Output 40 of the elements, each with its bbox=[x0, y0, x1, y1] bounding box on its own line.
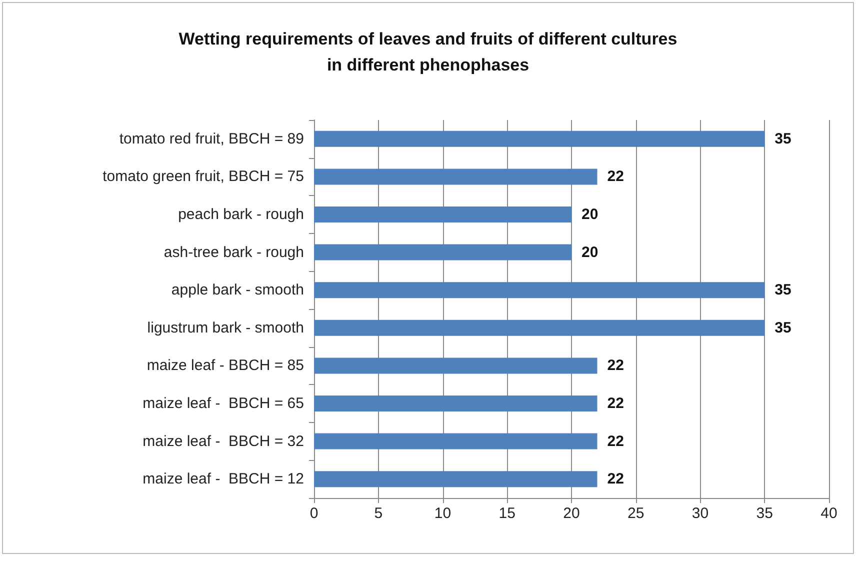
bar bbox=[314, 320, 765, 336]
y-tick-label: maize leaf - BBCH = 85 bbox=[146, 357, 304, 374]
bar bbox=[314, 168, 598, 185]
data-label: 22 bbox=[607, 395, 624, 412]
data-label: 20 bbox=[582, 206, 598, 223]
data-label: 35 bbox=[774, 282, 792, 299]
x-tick-label: 15 bbox=[498, 505, 516, 522]
x-tick-label: 30 bbox=[692, 505, 709, 522]
bar bbox=[314, 206, 572, 222]
x-tick-label: 0 bbox=[310, 505, 318, 522]
y-tick-label: maize leaf - BBCH = 12 bbox=[142, 470, 304, 488]
bar bbox=[314, 396, 598, 412]
y-tick-label: tomato green fruit, BBCH = 75 bbox=[102, 168, 304, 186]
y-tick-label: maize leaf - BBCH = 65 bbox=[142, 395, 304, 412]
data-label: 22 bbox=[607, 432, 624, 450]
data-label: 22 bbox=[607, 357, 624, 374]
y-tick-label: apple bark - smooth bbox=[171, 282, 304, 299]
bar bbox=[314, 244, 572, 260]
x-tick-label: 25 bbox=[628, 505, 644, 522]
x-tick-label: 40 bbox=[820, 505, 838, 522]
y-tick-label: peach bark - rough bbox=[178, 206, 304, 223]
data-label: 35 bbox=[774, 319, 792, 336]
bar bbox=[314, 130, 765, 147]
data-label: 20 bbox=[582, 244, 598, 261]
bar bbox=[314, 433, 598, 450]
chart-title: Wetting requirements of leaves and fruits of different cultures in different phenophases bbox=[178, 30, 678, 74]
y-tick-label: tomato red fruit, BBCH = 89 bbox=[119, 130, 304, 148]
bar bbox=[314, 282, 765, 298]
x-tick-label: 20 bbox=[563, 505, 580, 522]
y-tick-label: ligustrum bark - smooth bbox=[147, 319, 304, 336]
x-tick-label: 10 bbox=[434, 505, 452, 522]
x-tick-label: 5 bbox=[374, 505, 383, 522]
data-label: 22 bbox=[607, 168, 624, 186]
y-tick-label: ash-tree bark - rough bbox=[164, 244, 304, 261]
bar bbox=[314, 358, 598, 374]
bar bbox=[314, 471, 598, 488]
data-label: 22 bbox=[607, 470, 624, 488]
data-label: 35 bbox=[774, 130, 792, 148]
x-tick-label: 35 bbox=[756, 505, 773, 522]
y-tick-label: maize leaf - BBCH = 32 bbox=[142, 432, 304, 450]
